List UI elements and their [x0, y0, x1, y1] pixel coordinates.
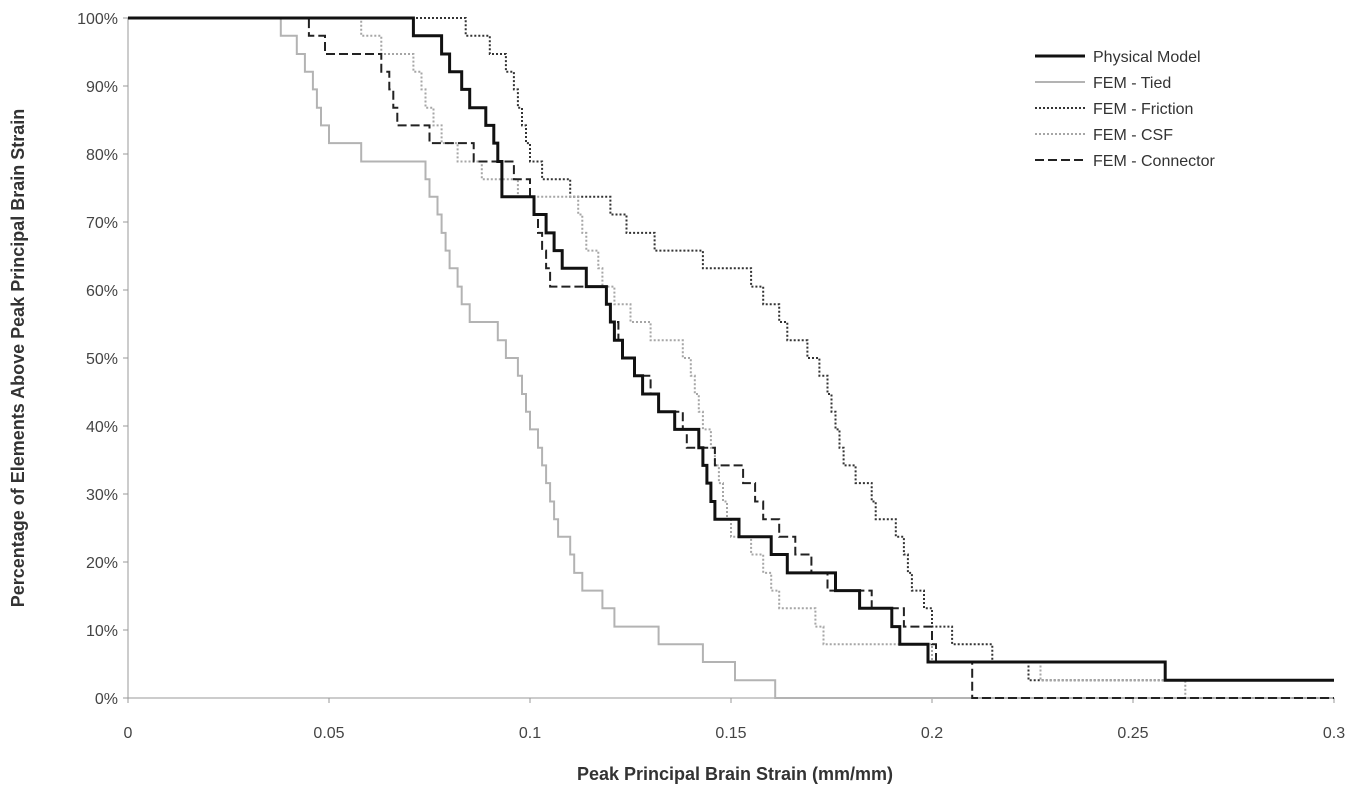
series-line-fem-tied	[128, 17, 1334, 699]
y-tick-label: 0%	[95, 691, 118, 708]
y-tick-label: 50%	[86, 351, 118, 368]
legend-label: FEM - Connector	[1093, 153, 1215, 170]
series-line-fem-friction	[128, 17, 1334, 682]
y-tick-label: 20%	[86, 555, 118, 572]
x-tick-label: 0.2	[921, 725, 943, 742]
x-tick-label: 0.1	[519, 725, 541, 742]
series-line-fem-csf	[128, 17, 1334, 699]
y-tick-label: 70%	[86, 215, 118, 232]
y-tick-label: 60%	[86, 283, 118, 300]
y-tick-label: 40%	[86, 419, 118, 436]
y-tick-label: 80%	[86, 147, 118, 164]
legend-label: FEM - Friction	[1093, 101, 1193, 118]
series-line-physical-model	[128, 16, 1334, 682]
x-tick-label: 0.15	[715, 725, 746, 742]
y-tick-label: 90%	[86, 79, 118, 96]
x-axis-title: Peak Principal Brain Strain (mm/mm)	[577, 764, 893, 784]
series-layer	[128, 16, 1334, 699]
x-tick-label: 0.3	[1323, 725, 1345, 742]
series-line-fem-connector	[128, 17, 1334, 699]
y-axis-ticks: 0% 10% 20% 30% 40% 50% 60% 70% 80% 90% 100%	[77, 11, 128, 708]
y-tick-label: 10%	[86, 623, 118, 640]
x-axis-ticks: 0 0.05 0.1 0.15 0.2 0.25 0.3	[124, 698, 1345, 742]
y-axis-title: Percentage of Elements Above Peak Princi…	[8, 109, 28, 608]
y-tick-label: 30%	[86, 487, 118, 504]
legend-label: FEM - Tied	[1093, 75, 1171, 92]
x-tick-label: 0	[124, 725, 133, 742]
y-tick-label: 100%	[77, 11, 118, 28]
x-tick-label: 0.25	[1117, 725, 1148, 742]
legend: Physical Model FEM - Tied FEM - Friction FE…	[1035, 49, 1215, 170]
x-tick-label: 0.05	[313, 725, 344, 742]
legend-label: FEM - CSF	[1093, 127, 1173, 144]
legend-label: Physical Model	[1093, 49, 1201, 66]
